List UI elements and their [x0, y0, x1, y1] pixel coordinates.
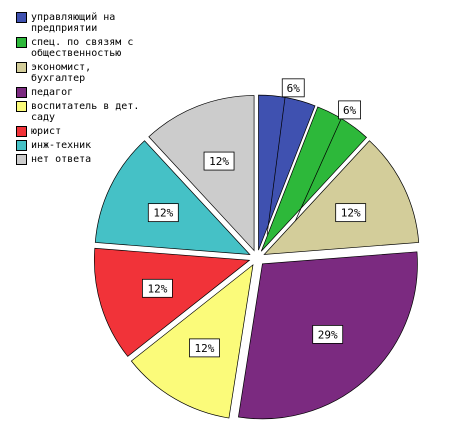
legend-item: управляющий на предприятии — [16, 12, 141, 34]
legend-item: спец. по связям с общественностью — [16, 37, 141, 59]
label-box — [147, 203, 179, 223]
legend-item: экономист, бухгалтер — [16, 62, 141, 84]
legend-label: экономист, бухгалтер — [31, 62, 92, 84]
legend-label: педагог — [31, 87, 74, 98]
label-box — [338, 100, 361, 120]
slice — [148, 95, 255, 252]
legend: управляющий на предприятии спец. по связя… — [16, 12, 141, 165]
legend-label: управляющий на предприятии — [31, 12, 116, 34]
data-label: 12% — [341, 207, 361, 220]
label-box — [203, 151, 235, 171]
legend-swatch — [16, 154, 27, 165]
data-label: 12% — [195, 342, 215, 355]
legend-item: инж-техник — [16, 140, 141, 151]
legend-swatch — [16, 12, 27, 23]
legend-item: педагог — [16, 87, 141, 98]
label-box — [335, 203, 367, 223]
legend-item: воспитатель в дет. саду — [16, 101, 141, 123]
data-label: 12% — [209, 155, 229, 168]
leader-line — [266, 95, 286, 235]
label-box — [142, 278, 173, 298]
legend-label: инж-техник — [31, 140, 92, 151]
legend-label: воспитатель в дет. саду — [31, 101, 140, 123]
legend-swatch — [16, 140, 27, 151]
label-box — [281, 78, 305, 98]
legend-label: нет ответа — [31, 154, 92, 165]
slice — [94, 140, 251, 255]
slice — [263, 140, 420, 255]
data-label: 12% — [153, 207, 173, 220]
data-label: 12% — [147, 282, 167, 295]
legend-label: спец. по связям с общественностью — [31, 37, 134, 59]
legend-item: юрист — [16, 126, 141, 137]
data-label: 29% — [318, 328, 338, 341]
slice — [94, 247, 251, 357]
legend-swatch — [16, 126, 27, 137]
legend-swatch — [16, 87, 27, 98]
slice — [258, 94, 316, 251]
legend-swatch — [16, 62, 27, 73]
legend-item: нет ответа — [16, 154, 141, 165]
legend-swatch — [16, 37, 27, 48]
label-box — [312, 325, 344, 344]
legend-label: юрист — [31, 126, 62, 137]
data-label: 6% — [287, 82, 301, 95]
legend-swatch — [16, 101, 27, 112]
label-box — [189, 338, 220, 358]
data-label: 6% — [343, 104, 357, 117]
